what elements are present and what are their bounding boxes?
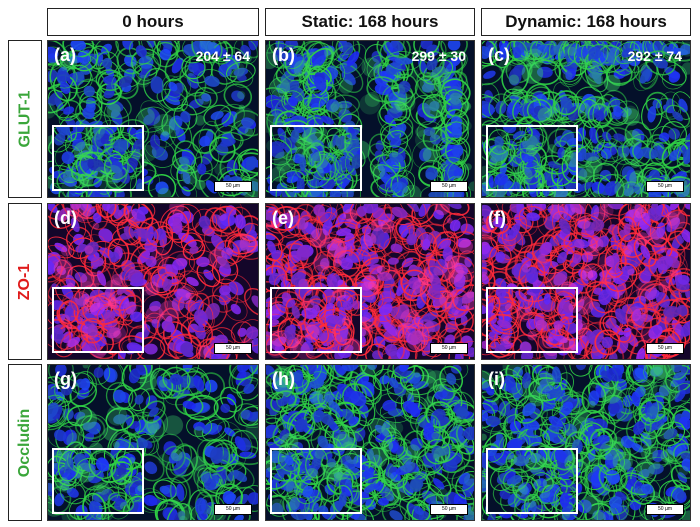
zoom-inset	[52, 125, 144, 191]
zoom-inset	[486, 448, 578, 514]
panel-label: (e)	[272, 208, 294, 228]
panel-label: (g)	[54, 369, 77, 389]
micrograph-panel: (e) 50 µm	[265, 203, 475, 360]
scale-bar: 50 µm	[646, 343, 684, 354]
zoom-inset	[52, 287, 144, 353]
scale-bar: 50 µm	[646, 181, 684, 192]
scale-bar: 50 µm	[214, 181, 252, 192]
micrograph-panel: (f) 50 µm	[481, 203, 691, 360]
micrograph-panel: (b) 299 ± 30 50 µm	[265, 40, 475, 198]
cell-count-value: 204 ± 64	[195, 48, 250, 64]
panel-label: (b)	[272, 45, 295, 65]
scale-bar: 50 µm	[214, 343, 252, 354]
row-header-1: GLUT-1	[8, 40, 42, 198]
panel-label: (d)	[54, 208, 77, 228]
panel-label: (i)	[488, 369, 505, 389]
row-header-label: ZO-1	[16, 263, 34, 300]
row-header-2: ZO-1	[8, 203, 42, 360]
column-header-3: Dynamic: 168 hours	[481, 8, 691, 36]
panel-label: (f)	[488, 208, 506, 228]
row-header-label: Occludin	[16, 408, 34, 477]
zoom-inset	[52, 448, 144, 514]
micrograph-panel: (d) 50 µm	[47, 203, 259, 360]
column-header-2: Static: 168 hours	[265, 8, 475, 36]
scale-bar: 50 µm	[430, 504, 468, 515]
micrograph-image	[48, 204, 258, 359]
cell-count-value: 292 ± 74	[627, 48, 682, 64]
panel-label: (h)	[272, 369, 295, 389]
scale-bar: 50 µm	[430, 343, 468, 354]
zoom-inset	[270, 287, 362, 353]
micrograph-panel: (c) 292 ± 74 50 µm	[481, 40, 691, 198]
zoom-inset	[486, 287, 578, 353]
column-header-1: 0 hours	[47, 8, 259, 36]
panel-label: (c)	[488, 45, 510, 65]
cell-count-value: 299 ± 30	[411, 48, 466, 64]
scale-bar: 50 µm	[430, 181, 468, 192]
micrograph-panel: (a) 204 ± 64 50 µm	[47, 40, 259, 198]
zoom-inset	[270, 448, 362, 514]
micrograph-panel: (i) 50 µm	[481, 364, 691, 521]
scale-bar: 50 µm	[646, 504, 684, 515]
micrograph-panel: (g) 50 µm	[47, 364, 259, 521]
zoom-inset	[486, 125, 578, 191]
panel-label: (a)	[54, 45, 76, 65]
row-header-label: GLUT-1	[16, 90, 34, 148]
row-header-3: Occludin	[8, 364, 42, 521]
zoom-inset	[270, 125, 362, 191]
scale-bar: 50 µm	[214, 504, 252, 515]
micrograph-panel: (h) 50 µm	[265, 364, 475, 521]
